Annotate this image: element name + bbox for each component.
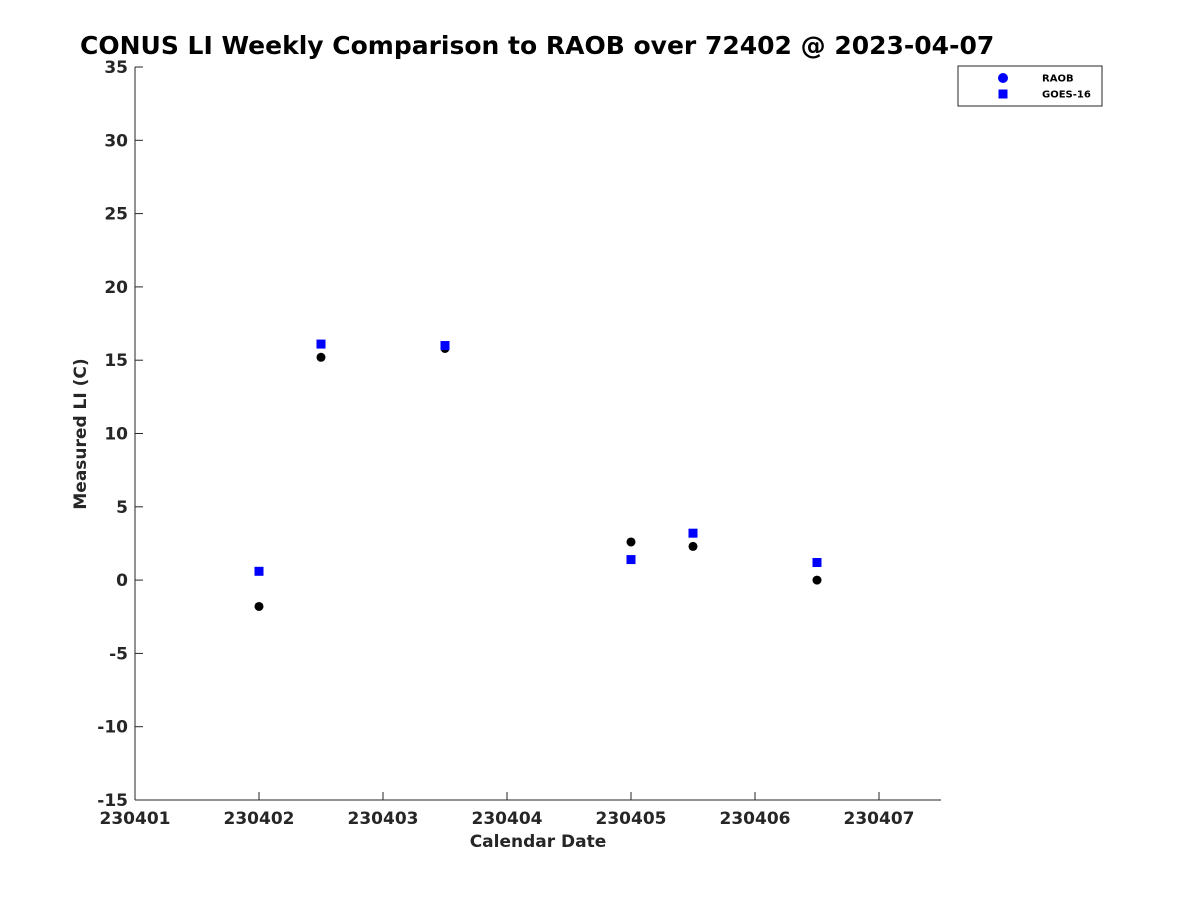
y-tick-label: 10: [104, 425, 128, 445]
goes16-point: [440, 341, 450, 351]
y-tick-label: 20: [104, 278, 128, 298]
legend-raob-marker-icon: [998, 73, 1008, 83]
raob-point: [688, 541, 698, 551]
raob-point: [626, 537, 636, 547]
legend-box: [957, 65, 1103, 107]
chart-title: CONUS LI Weekly Comparison to RAOB over …: [80, 31, 994, 60]
goes16-point: [688, 528, 698, 538]
y-tick-label: 5: [116, 498, 128, 518]
raob-point: [812, 575, 822, 585]
goes16-point: [316, 339, 326, 349]
legend-goes16-label: GOES-16: [1042, 90, 1091, 101]
y-tick-label: 35: [104, 58, 128, 78]
x-tick-label: 230407: [844, 809, 915, 829]
goes16-point: [626, 555, 636, 565]
legend-raob-label: RAOB: [1042, 74, 1074, 85]
x-tick-label: 230401: [100, 809, 171, 829]
y-tick-label: 0: [116, 571, 128, 591]
goes16-point: [254, 566, 264, 576]
legend-goes16-marker-icon: [998, 89, 1008, 99]
x-tick-label: 230403: [348, 809, 419, 829]
y-axis-label: Measured LI (C): [71, 358, 91, 509]
y-ticks: -15 -10 -5 0 5 10 15 20 25 30 35: [97, 58, 143, 811]
y-tick-label: 15: [104, 351, 128, 371]
legend: RAOB GOES-16: [957, 65, 1103, 107]
x-ticks: 230401 230402 230403 230404 230405 230406 2304…: [100, 792, 915, 829]
goes16-point: [812, 558, 822, 568]
axes: [134, 67, 941, 801]
x-tick-label: 230402: [224, 809, 295, 829]
raob-point: [254, 601, 264, 611]
x-tick-label: 230405: [596, 809, 667, 829]
data-points: [254, 339, 822, 611]
y-tick-label: -5: [109, 644, 128, 664]
raob-point: [316, 352, 326, 362]
x-tick-label: 230404: [472, 809, 543, 829]
y-tick-label: -15: [97, 791, 128, 811]
x-axis-label: Calendar Date: [470, 832, 607, 852]
y-tick-label: 30: [104, 131, 128, 151]
y-tick-label: -10: [97, 718, 128, 738]
x-tick-label: 230406: [720, 809, 791, 829]
y-tick-label: 25: [104, 205, 128, 225]
